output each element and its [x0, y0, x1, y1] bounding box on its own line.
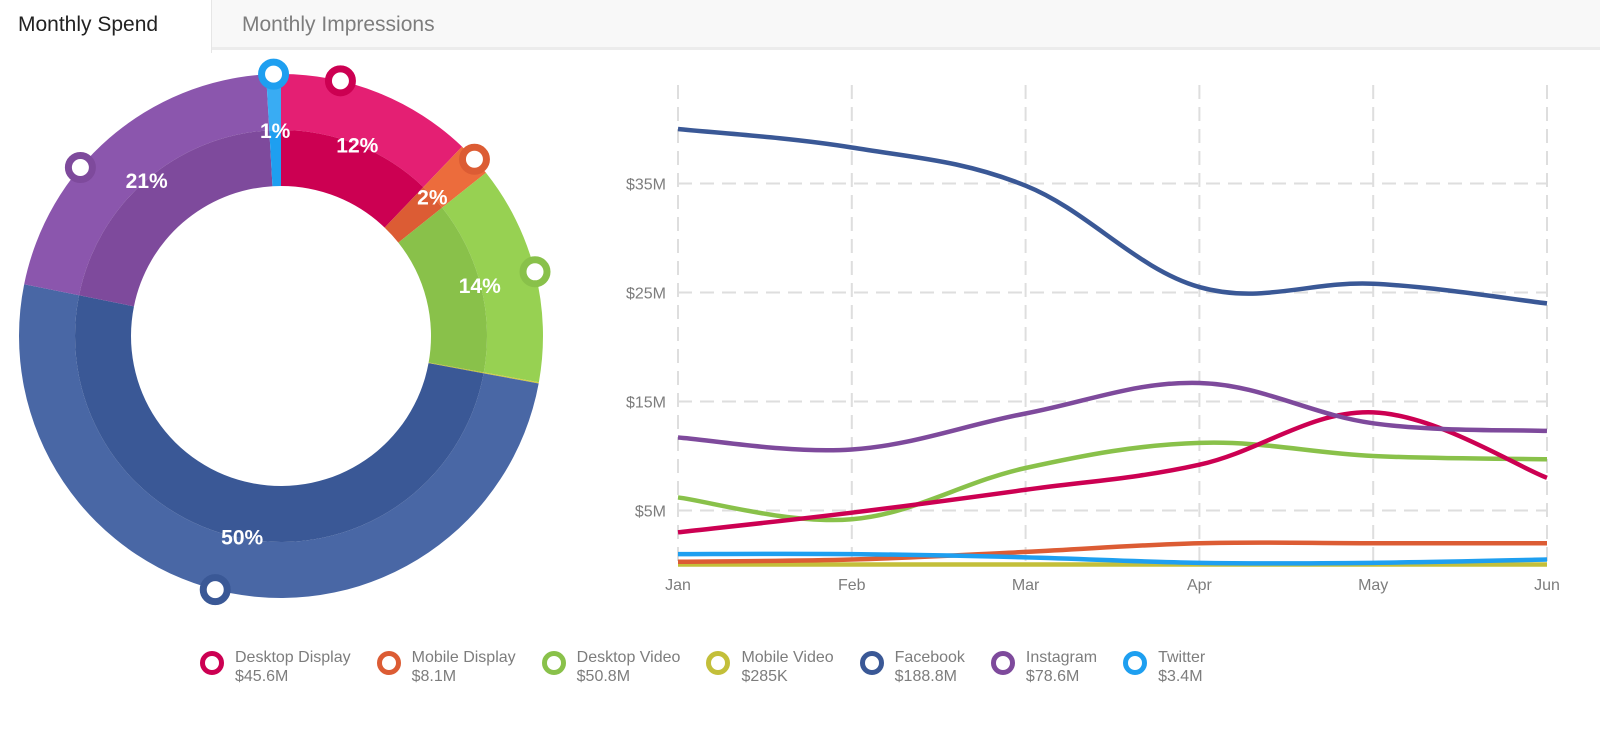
legend-value: $188.8M [894, 668, 957, 685]
x-tick-label: Feb [838, 577, 866, 594]
chart-legend: Desktop Display $45.6M Mobile Display $8.1M… [200, 648, 1231, 698]
slice-label: 1% [260, 120, 291, 143]
legend-item-instagram[interactable]: Instagram $78.6M [990, 648, 1097, 698]
slice-marker-instagram[interactable] [64, 151, 96, 183]
tab-monthly-spend[interactable]: Monthly Spend [0, 0, 212, 53]
legend-value: $45.6M [235, 668, 289, 685]
y-tick-label: $25M [626, 286, 666, 303]
slice-inner-band[interactable] [384, 187, 443, 243]
legend-item-desktop-video[interactable]: Desktop Video $50.8M [541, 648, 681, 698]
slice-outer-band[interactable] [281, 74, 463, 188]
donut-slice-desktop-display[interactable] [281, 74, 463, 228]
y-tick-label: $5M [635, 504, 666, 521]
slice-inner-band[interactable] [269, 130, 281, 187]
slice-inner-band[interactable] [398, 207, 488, 373]
tab-monthly-impressions[interactable]: Monthly Impressions [242, 13, 435, 36]
slice-marker-facebook[interactable] [199, 574, 231, 606]
legend-item-mobile-video[interactable]: Mobile Video $285K [706, 648, 834, 698]
series-facebook[interactable] [677, 126, 1548, 306]
slice-inner-band[interactable] [281, 130, 424, 228]
slice-label: 21% [126, 170, 168, 193]
legend-item-desktop-display[interactable]: Desktop Display $45.6M [200, 648, 351, 698]
donut-slice-mobile-video[interactable] [428, 362, 539, 384]
legend-value: $50.8M [576, 668, 631, 685]
legend-name: Mobile Display [411, 649, 516, 666]
series-line-twitter[interactable] [677, 551, 1548, 566]
legend-item-mobile-display[interactable]: Mobile Display $8.1M [376, 648, 516, 698]
legend-name: Facebook [894, 649, 965, 666]
x-tick-label: Apr [1187, 577, 1213, 594]
legend-ring-icon [859, 651, 884, 675]
series-line-desktop-video[interactable] [677, 440, 1548, 523]
legend-item-facebook[interactable]: Facebook $188.8M [859, 648, 965, 698]
legend-item-twitter[interactable]: Twitter $3.4M [1123, 648, 1205, 698]
grid [677, 85, 1548, 565]
legend-value: $78.6M [1025, 668, 1080, 685]
donut-slice-facebook[interactable] [19, 284, 539, 598]
legend-ring-icon [990, 651, 1015, 675]
slice-marker-twitter[interactable] [258, 58, 290, 90]
y-tick-label: $15M [626, 395, 666, 412]
slice-marker-desktop-video[interactable] [519, 256, 551, 288]
legend-ring-icon [706, 651, 731, 675]
legend-ring-icon [541, 651, 566, 675]
legend-name: Twitter [1158, 649, 1206, 666]
legend-ring-icon [200, 651, 224, 675]
series-desktop-display[interactable] [677, 410, 1548, 535]
legend-value: $285K [741, 668, 788, 685]
legend-name: Desktop Display [235, 649, 351, 666]
x-tick-label: May [1358, 577, 1388, 594]
x-tick-label: Mar [1012, 577, 1040, 594]
slice-label: 12% [336, 135, 378, 158]
legend-text: Desktop Display $45.6M [235, 648, 351, 686]
legend-text: Mobile Display $8.1M [412, 648, 516, 686]
series-mobile-display[interactable] [677, 540, 1548, 564]
slice-inner-band[interactable] [428, 362, 484, 374]
legend-name: Mobile Video [741, 649, 834, 666]
legend-text: Mobile Video $285K [741, 648, 833, 686]
tab-bar: Monthly Spend Monthly Impressions [0, 0, 1600, 53]
x-tick-label: Jan [665, 577, 691, 594]
slice-outer-band[interactable] [19, 284, 539, 598]
slice-outer-band[interactable] [483, 372, 539, 384]
y-tick-label: $35M [626, 177, 666, 194]
slice-marker-mobile-display[interactable] [458, 143, 490, 175]
slice-marker-desktop-display[interactable] [324, 65, 356, 97]
donut-slice-instagram[interactable] [24, 74, 273, 307]
series-instagram[interactable] [677, 380, 1548, 453]
series-line-mobile-display[interactable] [677, 540, 1547, 564]
line-chart: Jan Feb Mar Apr May Jun $5M $15M $25M $35M [626, 85, 1560, 594]
slice-inner-band[interactable] [79, 130, 273, 307]
slice-outer-band[interactable] [24, 74, 270, 296]
series-line-facebook[interactable] [677, 126, 1548, 306]
slice-outer-band[interactable] [442, 172, 543, 383]
legend-ring-icon [1123, 651, 1148, 675]
slice-label: 2% [417, 187, 448, 210]
series-twitter[interactable] [677, 551, 1548, 566]
legend-text: Twitter $3.4M [1158, 648, 1205, 686]
x-tick-label: Jun [1534, 577, 1560, 594]
legend-name: Instagram [1025, 649, 1098, 666]
series-desktop-video[interactable] [677, 440, 1548, 523]
donut-slice-desktop-video[interactable] [398, 172, 543, 383]
legend-name: Desktop Video [576, 649, 681, 666]
slice-label: 50% [221, 526, 263, 549]
legend-ring-icon [376, 651, 401, 675]
series-line-instagram[interactable] [677, 380, 1548, 453]
legend-text: Facebook $188.8M [895, 648, 965, 686]
donut-chart: 12% 2% 14% 50% 21% 1% [19, 58, 551, 606]
series-line-desktop-display[interactable] [677, 410, 1548, 535]
legend-value: $3.4M [1158, 668, 1203, 685]
slice-label: 14% [459, 275, 501, 298]
slice-inner-band[interactable] [74, 295, 484, 543]
legend-text: Desktop Video $50.8M [577, 648, 681, 686]
legend-text: Instagram $78.6M [1026, 648, 1097, 686]
legend-value: $8.1M [411, 668, 457, 685]
